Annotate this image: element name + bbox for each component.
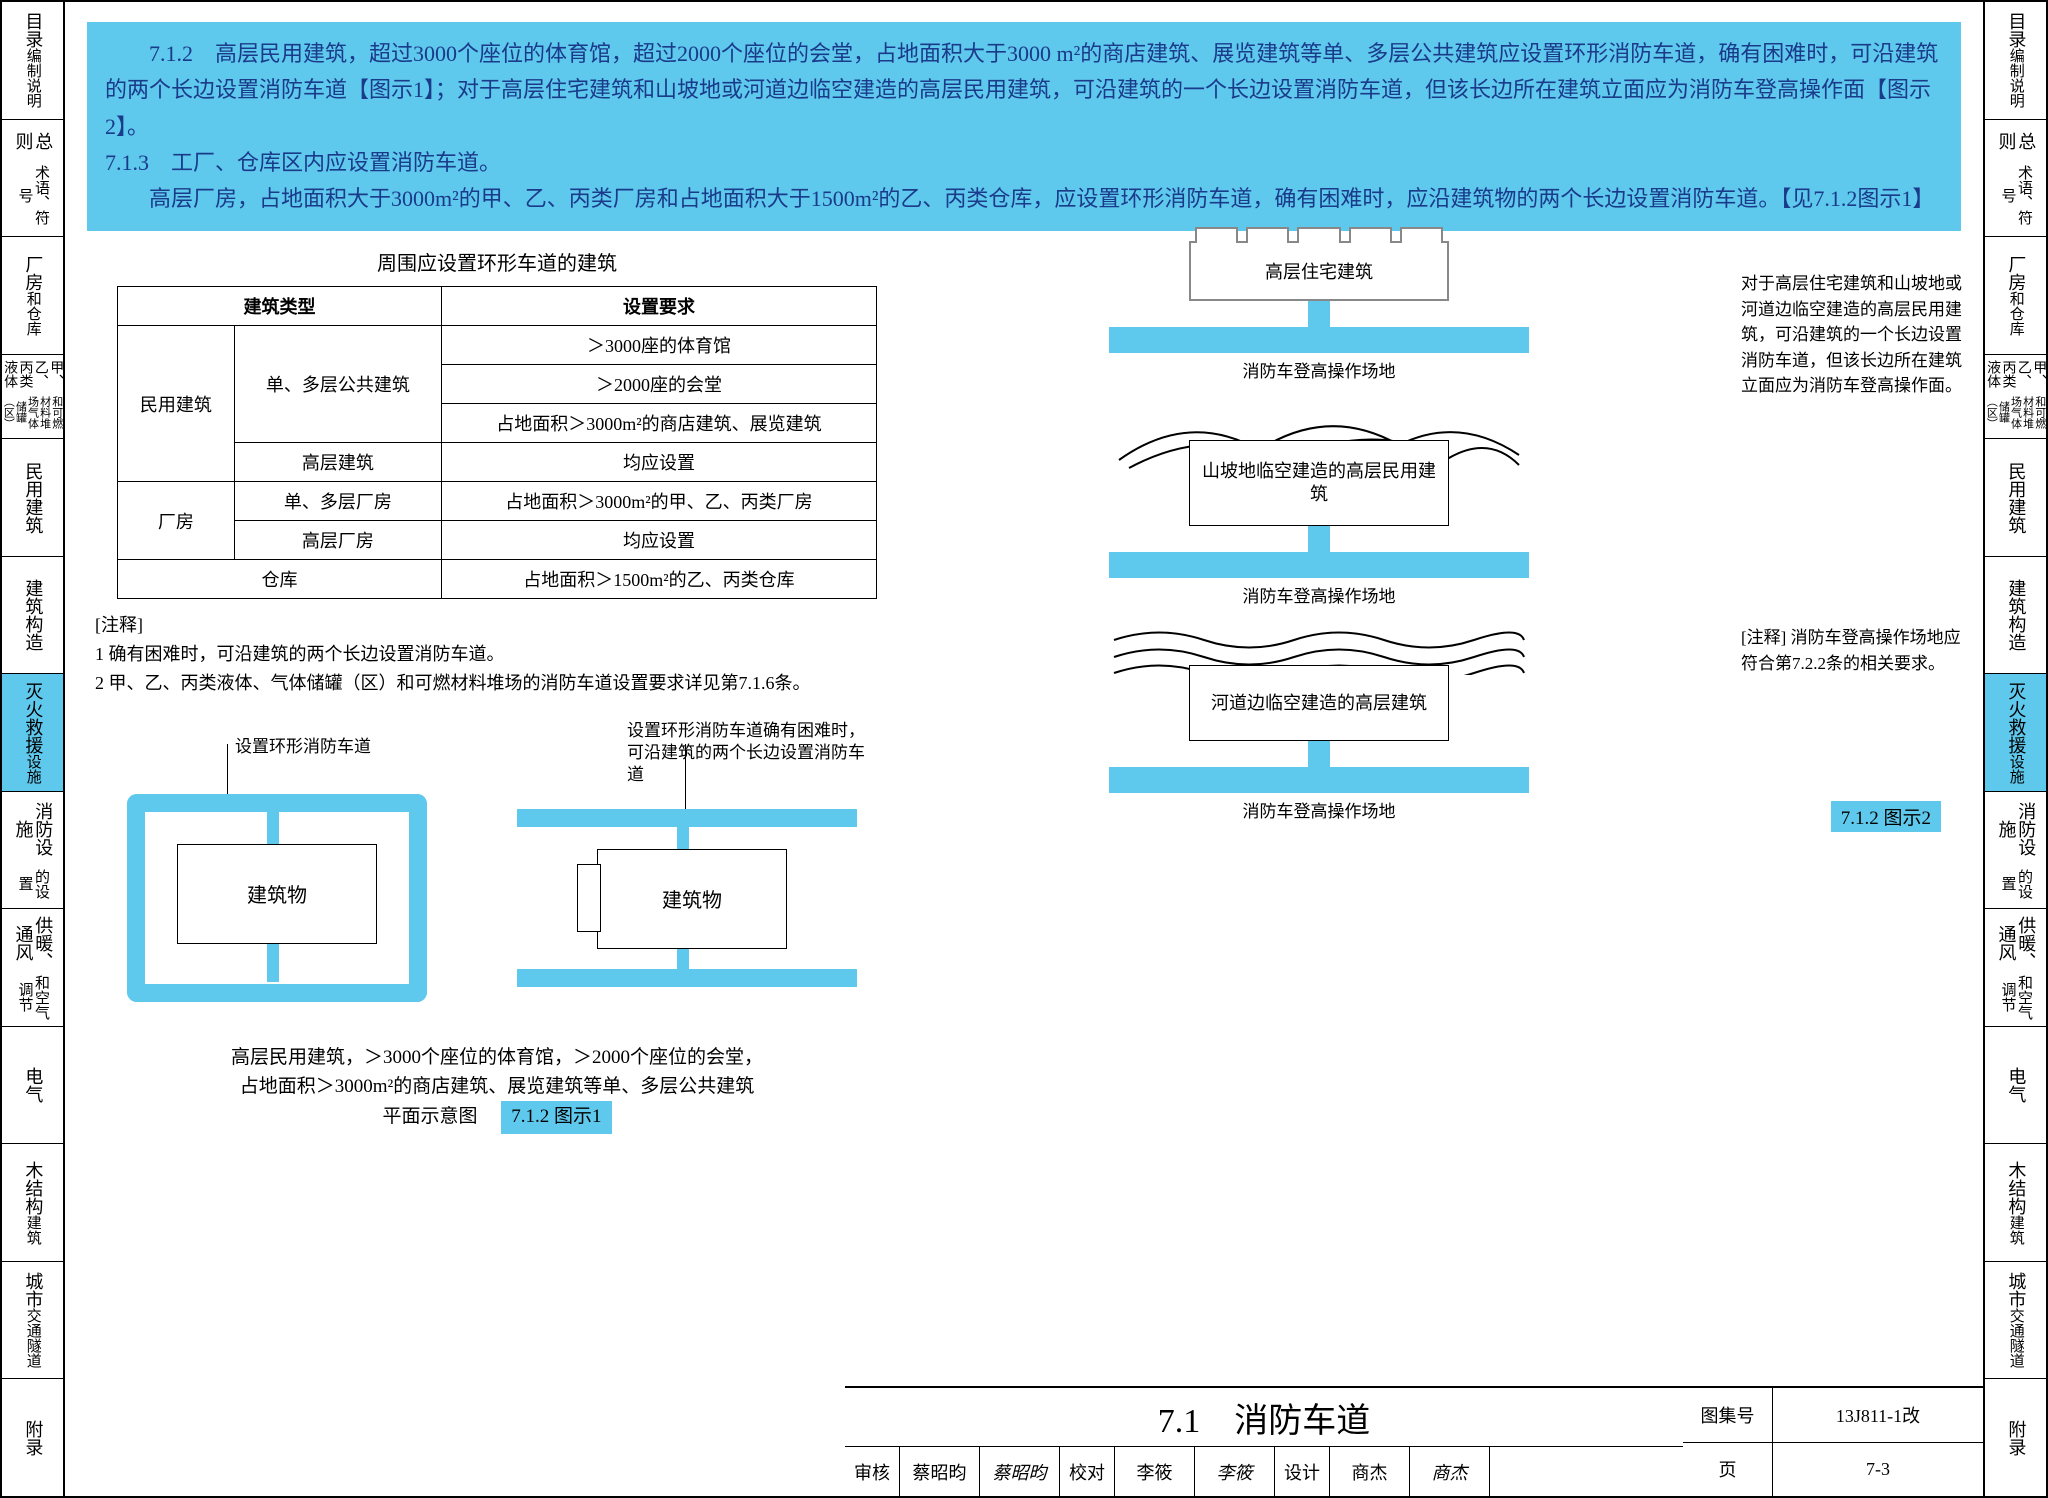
sig-name: 商杰 <box>1330 1447 1410 1496</box>
note-2: 2 甲、乙、丙类液体、气体储罐（区）和可燃材料堆场的消防车道设置要求详见第7.1… <box>95 669 899 698</box>
sig-name: 李筱 <box>1115 1447 1195 1496</box>
regulation-text: 7.1.2 高层民用建筑，超过3000个座位的体育馆，超过2000个座位的会堂，… <box>87 22 1961 231</box>
nav-item[interactable]: 总则术语、符号 <box>2 120 63 238</box>
atlas-label: 图集号 <box>1683 1388 1773 1442</box>
label-two-side: 设置环形消防车道确有困难时，可沿建筑的两个长边设置消防车道 <box>627 720 877 786</box>
nav-item[interactable]: 建筑构造 <box>1985 557 2046 675</box>
page-frame: 目录编制说明总则术语、符号厂房和仓库甲、乙、丙类液体和可燃材料堆场气体储罐（区）… <box>0 0 2048 1498</box>
nav-item[interactable]: 城市交通隧道 <box>1985 1262 2046 1380</box>
left-column: 周围应设置环形车道的建筑 建筑类型 设置要求 民用建筑单、多层公共建筑＞3000… <box>87 241 907 1386</box>
title-right: 图集号 13J811-1改 页 7-3 <box>1683 1388 1983 1496</box>
high-rise-residential: 高层住宅建筑 <box>1189 241 1449 301</box>
nav-item[interactable]: 灭火救援设施 <box>2 674 63 792</box>
side-note-1: 对于高层住宅建筑和山坡地或河道边临空建造的高层民用建筑，可沿建筑的一个长边设置消… <box>1741 271 1971 399</box>
caption-plan: 平面示意图 <box>382 1106 477 1127</box>
fig2-group-2: 山坡地临空建造的高层民用建筑 消防车登高操作场地 <box>917 400 1961 607</box>
nav-item[interactable]: 厂房和仓库 <box>2 237 63 355</box>
nav-item[interactable]: 附录 <box>2 1379 63 1496</box>
nav-item[interactable]: 供暖、通风和空气调节 <box>2 909 63 1027</box>
title-block: 7.1 消防车道 审核蔡昭昀蔡昭昀校对李筱李筱设计商杰商杰 图集号 13J811… <box>845 1386 1983 1496</box>
note-title: [注释] <box>95 611 899 640</box>
figure-2-tag: 7.1.2 图示2 <box>1831 801 1941 832</box>
th-req: 设置要求 <box>441 287 876 326</box>
caption-line3: 平面示意图 7.1.2 图示1 <box>87 1101 907 1134</box>
nav-item[interactable]: 消防设施的设置 <box>2 792 63 910</box>
nav-item[interactable]: 电气 <box>1985 1027 2046 1145</box>
nav-item[interactable]: 厂房和仓库 <box>1985 237 2046 355</box>
building-box-right: 建筑物 <box>597 849 787 949</box>
footnotes: [注释] 1 确有困难时，可沿建筑的两个长边设置消防车道。 2 甲、乙、丙类液体… <box>95 611 899 697</box>
under-label-2: 消防车登高操作场地 <box>917 582 1721 607</box>
sig-cell: 商杰 <box>1410 1447 1490 1496</box>
page-label: 页 <box>1683 1443 1773 1497</box>
th-type: 建筑类型 <box>118 287 442 326</box>
under-label-1: 消防车登高操作场地 <box>917 357 1721 382</box>
para-7-1-2: 7.1.2 高层民用建筑，超过3000个座位的体育馆，超过2000个座位的会堂，… <box>105 36 1943 145</box>
side-note-2: [注释] 消防车登高操作场地应符合第7.2.2条的相关要求。 <box>1741 625 1971 676</box>
sig-cell: 李筱 <box>1195 1447 1275 1496</box>
figure-1: 建筑物 设置环形消防车道 建筑物 设置环形消防车道确有困难时，可沿建筑的两个长边… <box>87 714 907 1134</box>
nav-item[interactable]: 木结构建筑 <box>1985 1144 2046 1262</box>
under-label-3: 消防车登高操作场地 <box>917 797 1721 822</box>
nav-right: 目录编制说明总则术语、符号厂房和仓库甲、乙、丙类液体和可燃材料堆场气体储罐（区）… <box>1984 2 2046 1496</box>
caption-line1: 高层民用建筑，＞3000个座位的体育馆，＞2000个座位的会堂， <box>87 1044 907 1073</box>
nav-item[interactable]: 甲、乙、丙类液体和可燃材料堆场气体储罐（区） <box>2 355 63 440</box>
building-box-left: 建筑物 <box>177 844 377 944</box>
atlas-value: 13J811-1改 <box>1773 1388 1983 1442</box>
page-value: 7-3 <box>1773 1443 1983 1497</box>
bld-label-1: 高层住宅建筑 <box>1191 243 1447 299</box>
nav-item[interactable]: 建筑构造 <box>2 557 63 675</box>
nav-item[interactable]: 目录编制说明 <box>1985 2 2046 120</box>
para-7-1-3a: 7.1.3 工厂、仓库区内应设置消防车道。 <box>105 145 1943 181</box>
nav-item[interactable]: 消防设施的设置 <box>1985 792 2046 910</box>
section-title: 7.1 消防车道 <box>845 1388 1683 1446</box>
nav-item[interactable]: 木结构建筑 <box>2 1144 63 1262</box>
nav-item[interactable]: 民用建筑 <box>2 439 63 557</box>
sig-cell: 审核 <box>845 1447 900 1496</box>
nav-item[interactable]: 民用建筑 <box>1985 439 2046 557</box>
note-1: 1 确有困难时，可沿建筑的两个长边设置消防车道。 <box>95 640 899 669</box>
nav-item[interactable]: 附录 <box>1985 1379 2046 1496</box>
nav-item[interactable]: 灭火救援设施 <box>1985 674 2046 792</box>
nav-item[interactable]: 甲、乙、丙类液体和可燃材料堆场气体储罐（区） <box>1985 355 2046 440</box>
bld-label-2: 山坡地临空建造的高层民用建筑 <box>1189 440 1449 526</box>
nav-item[interactable]: 城市交通隧道 <box>2 1262 63 1380</box>
table-title: 周围应设置环形车道的建筑 <box>87 247 907 276</box>
sig-name: 蔡昭昀 <box>900 1447 980 1496</box>
para-7-1-3b: 高层厂房，占地面积大于3000m²的甲、乙、丙类厂房和占地面积大于1500m²的… <box>105 181 1943 217</box>
label-ring-road: 设置环形消防车道 <box>235 736 371 758</box>
sig-cell: 设计 <box>1275 1447 1330 1496</box>
fig2-group-1: 高层住宅建筑 消防车登高操作场地 对于高层住宅建筑和山坡地或河道边临空建造的高层… <box>917 241 1961 382</box>
sig-cell: 校对 <box>1060 1447 1115 1496</box>
figure-1-tag: 7.1.2 图示1 <box>501 1101 611 1134</box>
sig-cell: 蔡昭昀 <box>980 1447 1060 1496</box>
requirements-table: 建筑类型 设置要求 民用建筑单、多层公共建筑＞3000座的体育馆＞2000座的会… <box>117 286 877 599</box>
signature-row: 审核蔡昭昀蔡昭昀校对李筱李筱设计商杰商杰 <box>845 1446 1683 1496</box>
caption-line2: 占地面积＞3000m²的商店建筑、展览建筑等单、多层公共建筑 <box>87 1073 907 1102</box>
fig2-group-3: 河道边临空建造的高层建筑 消防车登高操作场地 [注释] 消防车登高操作场地应符合… <box>917 625 1961 822</box>
nav-item[interactable]: 总则术语、符号 <box>1985 120 2046 238</box>
nav-item[interactable]: 电气 <box>2 1027 63 1145</box>
nav-item[interactable]: 供暖、通风和空气调节 <box>1985 909 2046 1027</box>
bld-label-3: 河道边临空建造的高层建筑 <box>1189 665 1449 741</box>
nav-item[interactable]: 目录编制说明 <box>2 2 63 120</box>
main-content: 7.1.2 高层民用建筑，超过3000个座位的体育馆，超过2000个座位的会堂，… <box>64 2 1984 1496</box>
right-column: 高层住宅建筑 消防车登高操作场地 对于高层住宅建筑和山坡地或河道边临空建造的高层… <box>917 241 1961 1386</box>
nav-left: 目录编制说明总则术语、符号厂房和仓库甲、乙、丙类液体和可燃材料堆场气体储罐（区）… <box>2 2 64 1496</box>
